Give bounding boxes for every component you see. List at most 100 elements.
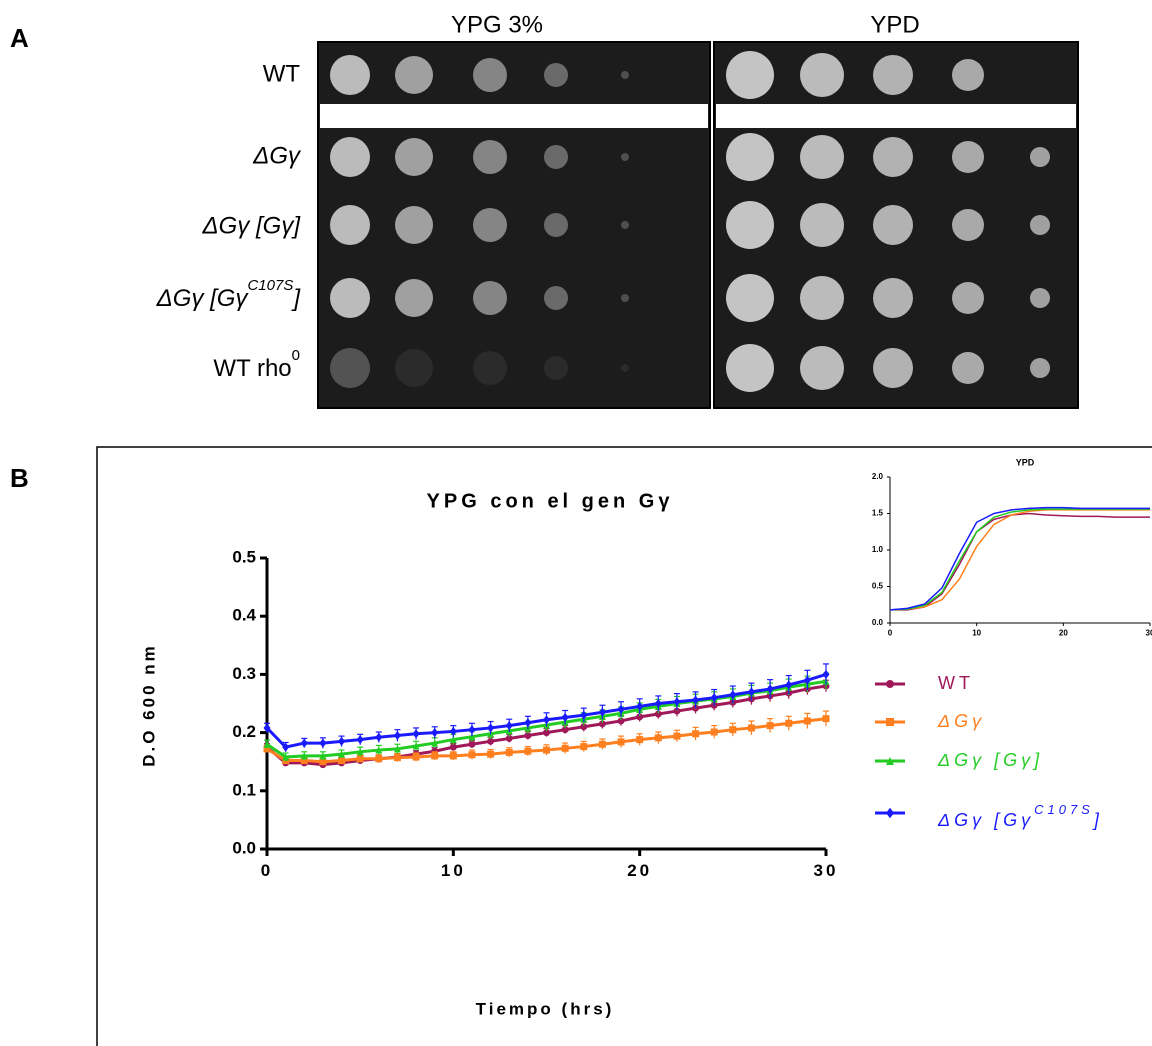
colony-spot	[800, 276, 844, 320]
colony-spot	[873, 137, 913, 177]
colony-spot	[395, 279, 433, 317]
marker	[319, 758, 327, 766]
colony-spot	[395, 349, 433, 387]
y-tick-label: 0.4	[232, 606, 256, 625]
legend-label: ΔGγ [Gγ]	[937, 750, 1043, 770]
colony-spot	[873, 278, 913, 318]
y-tick-label: 0.0	[872, 618, 884, 627]
colony-spot	[473, 58, 507, 92]
colony-spot	[800, 203, 844, 247]
marker	[654, 698, 662, 709]
marker	[710, 693, 718, 703]
marker	[524, 732, 532, 740]
marker	[785, 680, 793, 690]
row-label: ΔGγ	[252, 142, 302, 169]
colony-spot	[544, 356, 568, 380]
row-label-text: WT rho	[213, 355, 291, 382]
colony-spot	[726, 133, 774, 181]
chart-title: YPG con el gen Gγ	[427, 490, 674, 512]
marker	[338, 736, 346, 746]
marker	[449, 736, 457, 744]
y-tick-label: 0.0	[232, 838, 256, 857]
colony-spot	[952, 352, 984, 384]
row-label-suffix: ]	[291, 285, 301, 312]
marker	[673, 697, 681, 707]
line-chart: YPD 0.0 0.5 1.0 1.5 2.0 0 10 20 30	[872, 457, 1152, 637]
marker	[375, 732, 383, 742]
marker	[543, 715, 550, 725]
row-label-text: ΔGγ [Gγ	[156, 285, 250, 312]
marker	[673, 732, 681, 740]
marker	[431, 752, 439, 760]
y-tick-label: 0.3	[232, 664, 256, 683]
series-line	[889, 508, 1150, 611]
marker	[692, 695, 700, 705]
marker	[785, 719, 793, 727]
colony-spot	[473, 281, 507, 315]
legend-label: ΔGγ	[937, 711, 985, 731]
legend-text: ΔGγ	[937, 711, 985, 731]
colony-spot	[952, 141, 984, 173]
colony-spot	[1030, 288, 1050, 308]
colony-spot	[544, 145, 568, 169]
row-label-sup: C107S	[247, 277, 293, 294]
marker	[636, 713, 644, 721]
marker	[654, 710, 662, 718]
x-axis-label: Tiempo (hrs)	[476, 999, 615, 1018]
marker	[412, 753, 420, 761]
x-tick-label: 20	[627, 861, 652, 880]
marker	[356, 735, 364, 745]
marker	[561, 744, 569, 752]
colony-spot	[800, 135, 844, 179]
colony-spot	[395, 138, 433, 176]
marker	[524, 747, 532, 755]
marker	[561, 712, 569, 723]
plate-title: YPD	[870, 11, 919, 38]
x-tick-label: 10	[441, 861, 466, 880]
marker	[617, 704, 625, 714]
colony-spot	[621, 364, 629, 372]
marker	[393, 745, 401, 753]
marker	[673, 707, 681, 715]
marker	[431, 728, 439, 738]
y-tick-label: 2.0	[872, 472, 884, 481]
colony-spot	[330, 205, 370, 245]
marker	[412, 729, 420, 739]
colony-spot	[330, 55, 370, 95]
charts: YPG con el gen Gγ Tiempo (hrs) D.O 600 nm 0…	[139, 457, 1152, 1018]
marker	[505, 721, 513, 731]
marker	[300, 752, 308, 760]
x-tick-label: 30	[814, 861, 839, 880]
marker	[487, 723, 495, 733]
y-tick-label: 0.2	[232, 722, 256, 741]
colony-spot	[726, 274, 774, 322]
marker	[375, 755, 383, 763]
colony-spot	[1030, 147, 1050, 167]
legend-sup: C107S	[1034, 802, 1094, 817]
marker	[412, 742, 420, 750]
marker	[356, 755, 364, 763]
marker	[598, 720, 606, 728]
legend-marker	[886, 807, 894, 819]
y-tick-label: 0.5	[232, 547, 256, 566]
marker	[822, 669, 830, 679]
marker	[263, 723, 271, 733]
colony-spot	[800, 346, 844, 390]
marker	[468, 725, 476, 735]
colony-spot	[873, 348, 913, 388]
marker	[393, 754, 401, 762]
marker	[561, 726, 569, 734]
x-tick-label: 10	[972, 628, 981, 637]
plates	[317, 41, 1079, 409]
y-tick-label: 0.1	[232, 780, 256, 799]
marker	[431, 739, 439, 747]
marker	[747, 724, 755, 732]
colony-spot	[330, 348, 370, 388]
marker	[654, 734, 662, 742]
row-label: WT rho0	[213, 347, 300, 382]
marker	[580, 710, 588, 720]
plate-divider	[716, 104, 1076, 128]
marker	[487, 737, 495, 745]
x-tick-label: 30	[1146, 628, 1152, 637]
